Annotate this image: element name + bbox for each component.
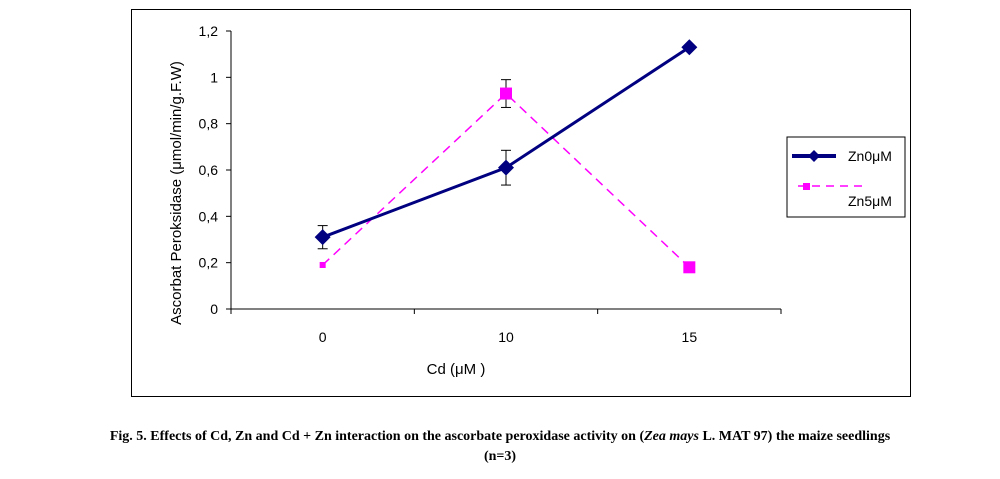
x-tick-label: 0 bbox=[319, 329, 327, 345]
series-line-zn0m bbox=[322, 45, 691, 239]
legend: Zn0μM Zn5μM bbox=[786, 136, 906, 218]
caption-line-2: (n=3) bbox=[483, 449, 517, 464]
y-tick-label: 0,2 bbox=[199, 255, 219, 271]
y-tick-label: 0,4 bbox=[199, 208, 219, 224]
y-tick-label: 1,2 bbox=[199, 23, 219, 39]
legend-marker-zn0 bbox=[808, 150, 820, 162]
data-point-zn5m bbox=[319, 261, 326, 268]
caption-prefix: Fig. 5. Effects of Cd, Zn and Cd + Zn in… bbox=[109, 429, 645, 444]
y-tick-label: 0,8 bbox=[199, 116, 219, 132]
data-point-zn0m bbox=[314, 229, 331, 246]
data-point-zn0m bbox=[498, 159, 514, 176]
chart-frame: 0 0,2 0,4 0,6 0,8 1 1,2 0 10 15 Ascorbat Peroksid… bbox=[131, 9, 911, 397]
x-tick-label: 10 bbox=[498, 329, 514, 345]
legend-marker-zn5 bbox=[803, 183, 810, 190]
x-tick-label: 15 bbox=[682, 329, 698, 345]
y-tick-label: 1 bbox=[210, 69, 218, 85]
figure-caption: Fig. 5. Effects of Cd, Zn and Cd + Zn in… bbox=[0, 427, 1000, 467]
data-point-zn0m bbox=[681, 39, 698, 56]
data-point-zn5m bbox=[683, 261, 696, 274]
y-tick-label: 0 bbox=[210, 301, 218, 317]
caption-species: Zea mays bbox=[644, 429, 699, 444]
data-point-zn5m bbox=[500, 87, 512, 100]
chart: 0 0,2 0,4 0,6 0,8 1 1,2 0 10 15 Ascorbat Peroksid… bbox=[168, 23, 906, 378]
legend-box bbox=[786, 136, 906, 218]
x-axis-title: Cd (μM ) bbox=[427, 361, 486, 378]
y-axis-title: Ascorbat Peroksidase (μmol/min/g.F.W) bbox=[168, 61, 185, 325]
legend-label-zn5: Zn5μM bbox=[848, 193, 892, 209]
y-tick-label: 0,6 bbox=[199, 162, 219, 178]
legend-label-zn0: Zn0μM bbox=[848, 148, 892, 164]
series-line-zn5m bbox=[322, 92, 690, 268]
caption-suffix: L. MAT 97) the maize seedlings bbox=[698, 429, 891, 444]
caption-line-1: Fig. 5. Effects of Cd, Zn and Cd + Zn in… bbox=[0, 427, 1000, 447]
